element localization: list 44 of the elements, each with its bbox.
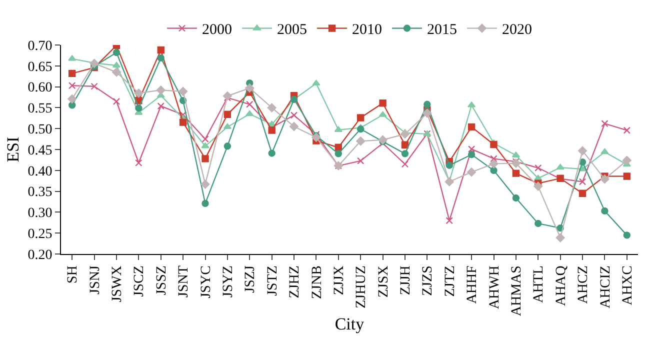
x-tick-label: ZJJX bbox=[332, 266, 347, 296]
legend-label: 2015 bbox=[427, 22, 457, 38]
y-tick-label: 0.30 bbox=[28, 206, 52, 222]
x-tick-label: AHWH bbox=[487, 266, 502, 310]
y-tick-label: 0.50 bbox=[28, 122, 52, 138]
x-tick-label: JSZJ bbox=[243, 265, 258, 293]
y-tick-label: 0.25 bbox=[28, 227, 52, 242]
x-tick-label: JSYC bbox=[198, 266, 214, 298]
legend-label: 2000 bbox=[202, 22, 232, 38]
x-tick-label: AHTL bbox=[532, 266, 547, 303]
y-tick-label: 0.70 bbox=[28, 38, 52, 54]
legend-label: 2005 bbox=[277, 22, 307, 38]
x-tick-label: AHXC bbox=[620, 266, 636, 306]
x-tick-label: SH bbox=[66, 266, 81, 284]
y-tick-label: 0.65 bbox=[28, 60, 52, 75]
x-tick-label: JSSZ bbox=[154, 266, 170, 296]
x-tick-label: ZJNB bbox=[310, 266, 325, 300]
x-tick-label: AHMAS bbox=[509, 266, 524, 316]
x-tick-label: JSNT bbox=[176, 265, 192, 298]
y-tick-label: 0.20 bbox=[28, 248, 52, 263]
x-tick-label: ZJHZ bbox=[288, 266, 303, 298]
x-tick-label: AHHF bbox=[465, 265, 480, 304]
x-tick-label: JSTZ bbox=[265, 266, 280, 296]
y-axis-title: ESI bbox=[3, 136, 22, 162]
x-tick-label: JSCZ bbox=[132, 266, 148, 297]
x-tick-label: ZJSX bbox=[376, 266, 392, 298]
y-tick-label: 0.55 bbox=[28, 102, 52, 117]
x-tick-label: JSNJ bbox=[88, 265, 103, 294]
x-tick-label: AHCZ bbox=[576, 266, 592, 304]
y-tick-label: 0.40 bbox=[28, 164, 52, 180]
x-tick-label: AHCIZ bbox=[598, 266, 614, 308]
x-tick-label: ZJZS bbox=[420, 266, 436, 296]
x-axis-title: City bbox=[334, 314, 365, 334]
x-tick-label: JSWX bbox=[110, 266, 126, 302]
y-tick-label: 0.45 bbox=[28, 143, 52, 158]
x-tick-label: ZJTZ bbox=[442, 266, 458, 297]
x-tick-label: JSYZ bbox=[220, 266, 236, 298]
y-tick-label: 0.35 bbox=[28, 185, 52, 200]
y-tick-label: 0.60 bbox=[28, 80, 52, 96]
x-tick-label: ZJJH bbox=[398, 266, 414, 296]
legend-label: 2010 bbox=[352, 22, 382, 38]
legend-label: 2020 bbox=[502, 22, 532, 38]
x-tick-label: AHAQ bbox=[554, 266, 569, 306]
x-tick-label: ZJHUZ bbox=[354, 266, 370, 308]
